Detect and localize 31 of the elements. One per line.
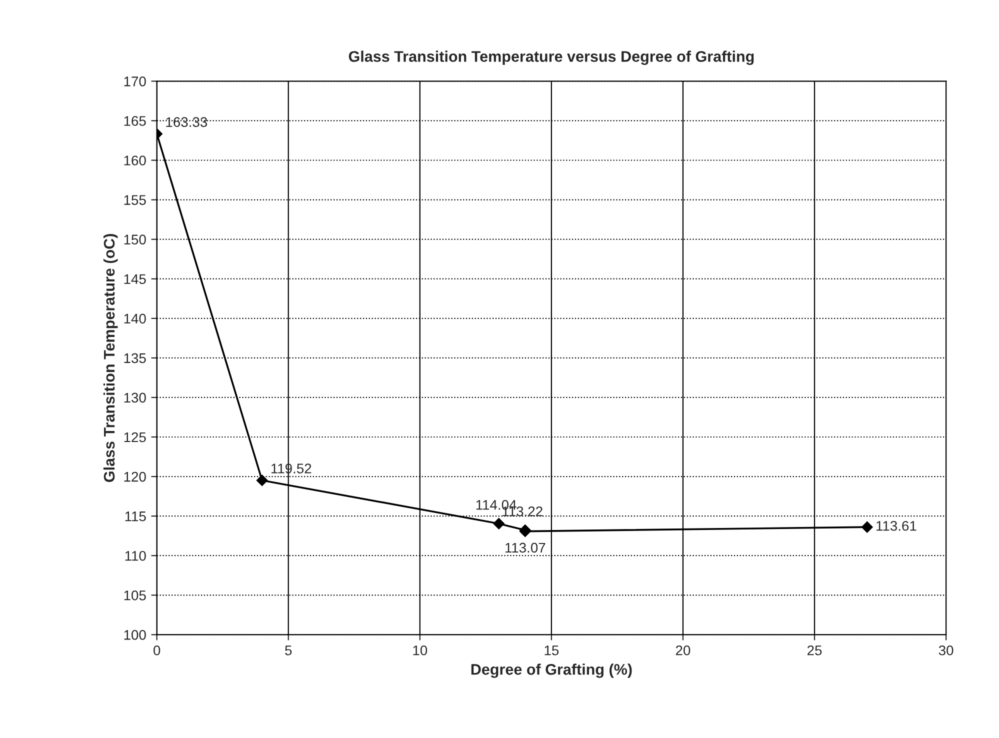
y-axis-title: Glass Transition Temperature (oC) [103, 234, 118, 482]
y-tick-label: 170 [124, 76, 146, 86]
data-label: 113.61 [876, 520, 916, 531]
y-tick-label: 130 [124, 392, 146, 403]
x-tick-label: 0 [154, 645, 160, 656]
x-tick-label: 20 [676, 645, 690, 656]
chart-title: Glass Transition Temperature versus Degree of Grafting [348, 50, 754, 65]
y-tick-label: 135 [124, 353, 146, 364]
x-tick-label: 30 [938, 645, 954, 656]
x-tick-label: 25 [807, 645, 822, 656]
y-tick-label: 125 [124, 432, 146, 442]
y-tick-label: 105 [124, 590, 146, 600]
data-label: 113.07 [505, 542, 546, 553]
point [256, 474, 268, 486]
y-tick-label: 115 [125, 512, 146, 522]
y-tick-label: 110 [125, 550, 146, 561]
x-axis-title: Degree of Grafting (%) [471, 664, 632, 678]
x-tick-label: 15 [544, 646, 559, 656]
x-tick-label: 10 [413, 645, 428, 656]
y-tick-label: 155 [124, 195, 146, 205]
point [493, 518, 504, 530]
point [862, 521, 873, 533]
y-tick-label: 120 [124, 472, 146, 482]
y-tick-label: 165 [124, 116, 146, 126]
data-label: 163.33 [166, 117, 208, 128]
y-tick-label: 150 [124, 234, 146, 244]
x-tick-label: 5 [285, 646, 292, 656]
y-tick-label: 145 [124, 274, 146, 284]
y-tick-label: 140 [124, 314, 146, 324]
y-tick-label: 160 [124, 156, 146, 166]
y-tick-label: 100 [124, 630, 146, 640]
